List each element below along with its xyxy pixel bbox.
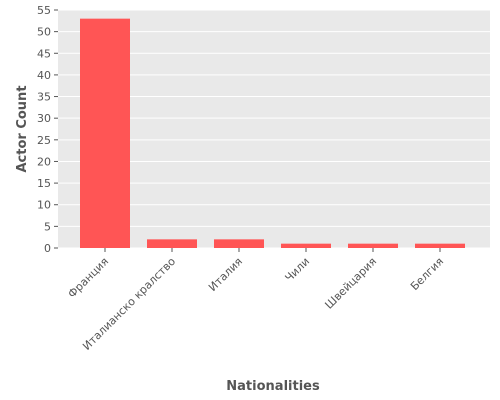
bar <box>147 239 197 248</box>
y-axis-title: Actor Count <box>15 85 30 172</box>
y-tick-label: 15 <box>37 177 51 190</box>
y-tick-label: 35 <box>37 91 51 104</box>
y-tick-label: 45 <box>37 47 51 60</box>
bar <box>214 239 264 248</box>
y-axis-ticks: 0 5 10 15 20 25 30 35 40 45 50 55 <box>37 4 58 255</box>
x-tick-label: Белгия <box>408 255 446 293</box>
y-tick-label: 5 <box>44 220 51 233</box>
y-tick-label: 25 <box>37 134 51 147</box>
x-tick-label: Чили <box>283 255 313 285</box>
bar <box>348 243 398 248</box>
x-tick-label: Франция <box>65 255 111 301</box>
y-tick-label: 50 <box>37 26 51 39</box>
y-tick-label: 20 <box>37 155 51 168</box>
x-tick-label: Швейцария <box>322 255 379 312</box>
x-tick-label: Италия <box>206 255 245 294</box>
bar <box>281 243 331 248</box>
y-tick-label: 10 <box>37 199 51 212</box>
y-tick-label: 30 <box>37 112 51 125</box>
y-tick-label: 55 <box>37 4 51 17</box>
y-tick-label: 40 <box>37 69 51 82</box>
y-tick-label: 0 <box>44 242 51 255</box>
bar <box>80 18 130 249</box>
bars <box>80 18 465 249</box>
x-axis-title: Nationalities <box>226 379 320 394</box>
bar <box>415 243 465 248</box>
